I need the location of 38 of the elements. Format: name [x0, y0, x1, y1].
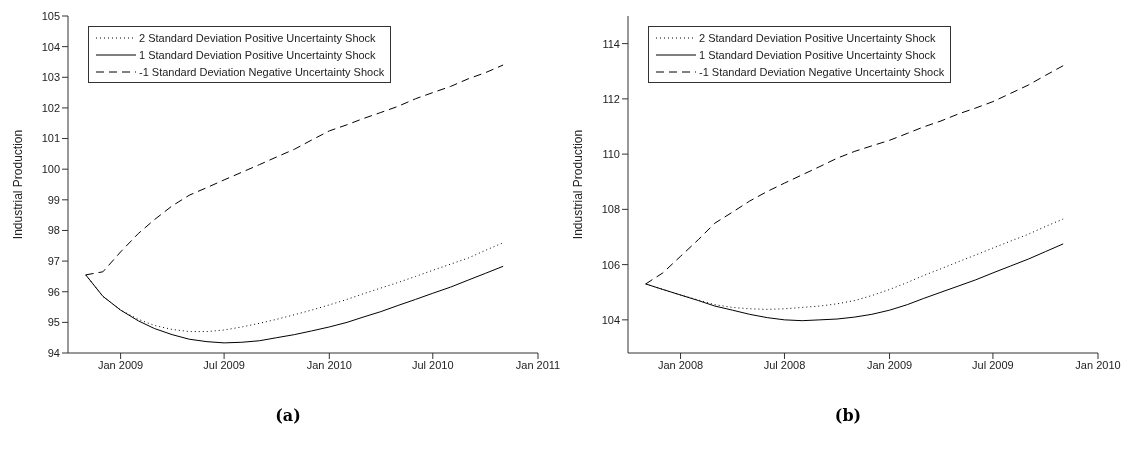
x-tick-label: Jan 2010 — [306, 358, 352, 371]
y-axis-title: Industrial Production — [571, 129, 586, 240]
text: (a) — [275, 406, 301, 425]
y-tick-label: 97 — [47, 255, 60, 267]
x-tick-label: Jan 2009 — [97, 358, 144, 371]
legend-label: -1 Standard Deviation Negative Uncertainty Shock — [699, 65, 945, 78]
text: (b) — [834, 406, 862, 425]
y-tick-label: 102 — [41, 101, 60, 114]
x-tick-label: Jul 2010 — [412, 358, 454, 371]
y-tick-label: 103 — [41, 71, 60, 84]
y-tick-label: 104 — [41, 40, 60, 53]
y-tick-label: 108 — [601, 203, 620, 216]
y-tick-label: 95 — [47, 316, 60, 329]
y-tick-label: 101 — [41, 132, 60, 145]
y-tick-label: 106 — [601, 258, 620, 271]
legend-label: 1 Standard Deviation Positive Uncertainty Shock — [139, 48, 376, 61]
y-tick-label: 112 — [602, 92, 620, 105]
legend-label: 2 Standard Deviation Positive Uncertainty Shock — [139, 31, 376, 44]
y-axis-title: Industrial Production — [11, 129, 26, 240]
y-tick-label: 94 — [47, 346, 60, 359]
y-tick-label: 114 — [602, 37, 620, 50]
y-tick-label: 105 — [41, 9, 60, 22]
x-tick-label: Jul 2009 — [203, 358, 245, 371]
x-tick-label: Jul 2008 — [763, 358, 806, 371]
legend-label: 1 Standard Deviation Positive Uncertainty Shock — [699, 48, 936, 61]
y-tick-label: 96 — [47, 285, 60, 298]
x-tick-label: Jan 2009 — [866, 358, 913, 371]
x-tick-label: Jan 2010 — [1075, 358, 1121, 371]
y-tick-label: 104 — [601, 313, 620, 326]
legend-label: -1 Standard Deviation Negative Uncertainty Shock — [139, 65, 385, 78]
y-tick-label: 99 — [47, 193, 60, 206]
y-tick-label: 98 — [47, 224, 60, 237]
y-tick-label: 110 — [602, 148, 620, 161]
x-tick-label: Jan 2011 — [515, 358, 561, 371]
x-tick-label: Jan 2008 — [657, 358, 704, 371]
legend-label: 2 Standard Deviation Positive Uncertainty Shock — [699, 31, 936, 44]
y-tick-label: 100 — [41, 163, 60, 176]
x-tick-label: Jul 2009 — [972, 358, 1014, 371]
